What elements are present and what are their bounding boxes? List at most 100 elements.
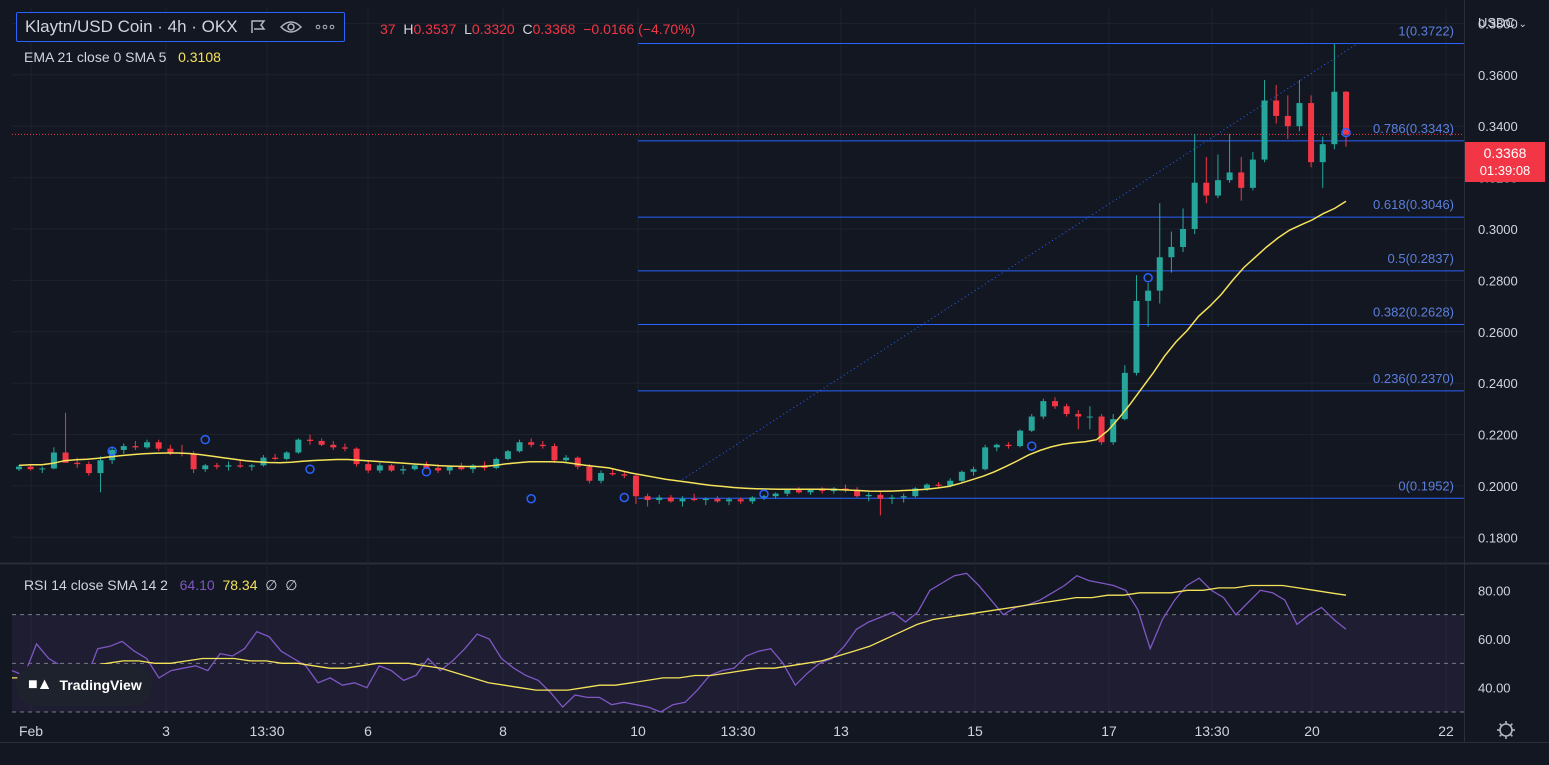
time-tick-label: Feb [19, 723, 43, 739]
candle [1075, 410, 1082, 430]
time-tick-label: 8 [499, 723, 507, 739]
candle [318, 438, 325, 447]
candle-body [1156, 257, 1163, 291]
candle-body [97, 460, 104, 474]
ema-legend[interactable]: EMA 21 close 0 SMA 5 0.3108 [24, 49, 221, 65]
chevron-down-icon: ⌄ [1518, 19, 1527, 30]
candle-body [50, 452, 57, 469]
symbol-title-box[interactable]: Klaytn/USD Coin · 4h · OKX [16, 12, 345, 42]
candle-body [1284, 115, 1291, 127]
rsi-legend-extra-2: ∅ [285, 577, 298, 593]
candle [1191, 133, 1198, 235]
price-tick-label: 0.3600 [1478, 68, 1518, 83]
candle [656, 494, 663, 504]
candle [819, 487, 826, 494]
candle-body [376, 465, 383, 471]
candle-body [202, 465, 209, 470]
candle [958, 470, 965, 483]
candle-body [388, 465, 395, 471]
gear-icon[interactable] [1497, 721, 1515, 739]
candle [504, 449, 511, 461]
candle-body [865, 494, 872, 497]
price-tick-label: 0.3400 [1478, 119, 1518, 134]
candle [1343, 90, 1349, 147]
candle-body [621, 474, 628, 476]
candle [702, 497, 709, 506]
candle [726, 497, 733, 506]
candle-body [1238, 172, 1245, 188]
rsi-legend[interactable]: RSI 14 close SMA 14 2 64.10 78.34 ∅ ∅ [24, 577, 297, 594]
candle [307, 434, 314, 445]
candle [62, 412, 69, 463]
candle-body [609, 473, 616, 475]
candle [1249, 151, 1256, 191]
flag-icon[interactable] [250, 19, 268, 35]
candle-body [900, 496, 907, 498]
candle [330, 440, 337, 450]
candle [737, 497, 744, 504]
candle-body [1110, 419, 1117, 443]
candle [1121, 365, 1128, 421]
candle [400, 465, 407, 475]
candle [341, 443, 348, 452]
ohlc-close-value: 0.3368 [532, 21, 576, 37]
signal-marker [1026, 441, 1037, 451]
currency-selector[interactable]: USDC ⌄ [1478, 15, 1527, 30]
candle [1017, 429, 1024, 448]
candle [1145, 282, 1152, 327]
price-tick-label: 0.2200 [1478, 428, 1518, 443]
candle-body [1226, 172, 1233, 181]
candle-body [982, 447, 989, 470]
candle [621, 471, 628, 479]
trade-markers [107, 127, 1351, 504]
symbol-title[interactable]: Klaytn/USD Coin · 4h · OKX [25, 17, 238, 36]
fib-retracement[interactable]: 1(0.3722) 0.786(0.3343) 0.618(0.3046) 0.5(0… [12, 23, 1464, 499]
eye-icon[interactable] [279, 19, 302, 35]
candle [493, 457, 500, 470]
candle-body [819, 489, 826, 492]
candle [982, 444, 989, 471]
candle-body [283, 452, 290, 459]
candle-body [947, 480, 954, 486]
candle [889, 494, 896, 504]
candle [295, 438, 302, 454]
candle-body [167, 448, 174, 453]
candle-body [272, 457, 279, 459]
time-tick-label: 22 [1438, 723, 1454, 739]
candle-body [1296, 103, 1303, 127]
candle-body [16, 466, 22, 470]
candle-body [144, 442, 151, 448]
price-tick-label: 0.2600 [1478, 325, 1518, 340]
tradingview-logo[interactable]: ■▲ TradingView [16, 664, 152, 706]
candle-body [446, 466, 453, 471]
candle-body [726, 499, 733, 502]
candle [574, 456, 581, 470]
rsi-tick-label: 60.00 [1478, 632, 1511, 647]
candle [85, 461, 92, 476]
candle-body [1191, 182, 1198, 229]
candle [749, 496, 756, 504]
candle [586, 464, 593, 484]
candle [39, 466, 46, 474]
rsi-tick-label: 40.00 [1478, 681, 1511, 696]
candle [376, 462, 383, 474]
candle-body [667, 497, 674, 502]
signal-marker [107, 446, 117, 456]
candle-body [1051, 401, 1058, 407]
grid [0, 0, 1549, 743]
more-icon[interactable] [314, 19, 336, 35]
candle [388, 464, 395, 472]
candle [1110, 413, 1117, 445]
ohlc-close-label: C [522, 21, 533, 37]
candle [993, 443, 1000, 452]
candle [1319, 136, 1326, 188]
candle [1261, 79, 1268, 163]
candle-body [1168, 246, 1175, 258]
candle [563, 455, 570, 463]
candle [644, 493, 651, 507]
price-tick-label: 0.2000 [1478, 479, 1518, 494]
candle-body [27, 466, 34, 470]
candle [714, 496, 721, 503]
candle [365, 461, 372, 474]
